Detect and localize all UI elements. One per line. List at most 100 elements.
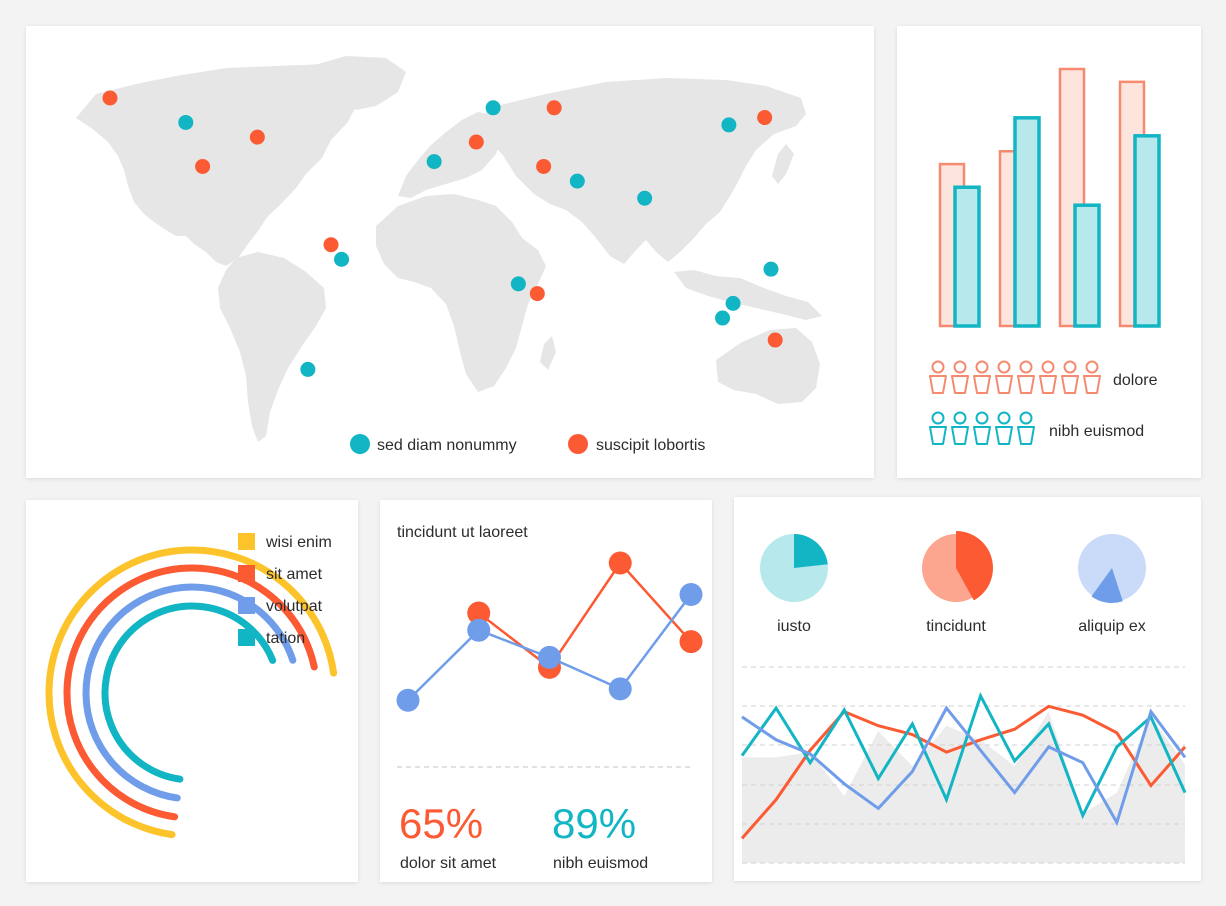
radial-arcs <box>45 546 338 839</box>
radial-arcs-chart: wisi enim sit amet volutpat tation <box>45 533 338 839</box>
pie-slice <box>1091 568 1123 603</box>
map-marker-teal <box>715 310 731 326</box>
person-icon <box>997 360 1011 374</box>
legend-swatch-volutpat <box>238 597 255 614</box>
continent-indonesia <box>674 270 822 320</box>
stat-value-2: 89% <box>552 800 636 847</box>
map-marker-teal <box>510 276 526 292</box>
person-icon <box>1041 360 1055 374</box>
continent-japan <box>772 144 794 184</box>
arcs-legend: wisi enim sit amet volutpat tation <box>238 533 332 647</box>
map-marker-orange <box>249 129 265 145</box>
map-marker-orange <box>468 134 484 150</box>
map-marker-orange <box>323 237 339 253</box>
map-marker-teal <box>569 173 585 189</box>
map-marker-orange <box>529 286 545 302</box>
person-icon <box>1039 375 1057 394</box>
map-marker-orange <box>767 332 783 348</box>
pies-and-area-chart: iusto tincidunt aliquip ex <box>740 531 1187 864</box>
person-icon <box>995 375 1013 394</box>
person-icon <box>1063 360 1077 374</box>
map-marker-teal <box>426 154 442 170</box>
line-point <box>467 618 491 642</box>
person-icon <box>929 375 947 394</box>
person-icon <box>1085 360 1099 374</box>
pie-label-iusto: iusto <box>777 618 811 635</box>
map-legend-label-teal: sed diam nonummy <box>377 437 517 454</box>
line-series <box>741 705 1187 827</box>
person-icon <box>1061 375 1079 394</box>
bar-chart-card: dolore nibh euismod <box>897 26 1201 478</box>
line-point <box>396 688 420 712</box>
bar-front <box>1073 203 1101 328</box>
person-icon <box>973 426 991 445</box>
people-label-dolore: dolore <box>1113 372 1158 389</box>
radial-arcs-card: wisi enim sit amet volutpat tation <box>26 500 358 882</box>
continent-madagascar <box>540 336 556 370</box>
line-series <box>740 691 1187 820</box>
arc-series <box>82 583 297 802</box>
map-legend-swatch-teal <box>350 434 370 454</box>
person-icon <box>1083 375 1101 394</box>
person-icon <box>931 360 945 374</box>
continent-asia <box>466 78 806 264</box>
continent-europe <box>398 112 502 198</box>
person-icon <box>953 360 967 374</box>
people-rows <box>929 360 1101 445</box>
world-map: sed diam nonummy suscipit lobortis <box>76 56 822 454</box>
map-marker-teal <box>300 361 316 377</box>
legend-label-tation: tation <box>266 630 305 647</box>
person-icon <box>929 426 947 445</box>
map-markers <box>102 90 783 377</box>
map-marker-orange <box>102 90 118 106</box>
continent-south-america <box>218 252 326 442</box>
map-marker-teal <box>334 251 350 267</box>
line-chart-card: tincidunt ut laoreet 65% dolor sit amet … <box>380 500 712 882</box>
legend-swatch-wisi-enim <box>238 533 255 550</box>
pies-and-area-card: iusto tincidunt aliquip ex <box>734 497 1201 881</box>
continent-africa <box>376 194 546 392</box>
continents <box>76 56 822 442</box>
person-icon <box>997 411 1011 425</box>
line-point <box>679 582 703 606</box>
map-marker-orange <box>546 100 562 116</box>
line-chart-title: tincidunt ut laoreet <box>397 524 528 541</box>
continent-north-america <box>76 64 386 266</box>
person-icon <box>973 375 991 394</box>
person-icon <box>1019 360 1033 374</box>
map-marker-teal <box>485 100 501 116</box>
line-point <box>679 630 703 654</box>
map-marker-teal <box>637 190 653 206</box>
pie-slice <box>794 534 828 568</box>
arc-series <box>45 546 338 839</box>
person-icon <box>1017 375 1035 394</box>
map-marker-orange <box>536 158 552 174</box>
person-icon <box>951 375 969 394</box>
map-legend: sed diam nonummy suscipit lobortis <box>350 434 705 454</box>
line-chart-series <box>396 551 703 712</box>
legend-label-wisi-enim: wisi enim <box>265 534 332 551</box>
person-icon <box>951 426 969 445</box>
bar-chart: dolore nibh euismod <box>929 67 1161 445</box>
map-legend-label-orange: suscipit lobortis <box>596 437 705 454</box>
stat-label-2: nibh euismod <box>553 855 648 872</box>
arc-series <box>63 564 318 821</box>
map-legend-swatch-orange <box>568 434 588 454</box>
line-point <box>538 645 561 669</box>
line-point <box>608 677 632 701</box>
map-marker-teal <box>763 261 779 277</box>
legend-label-volutpat: volutpat <box>266 598 323 615</box>
area-series <box>742 711 1185 863</box>
person-icon <box>1017 426 1035 445</box>
bar-front <box>1013 116 1041 328</box>
person-icon <box>1019 411 1033 425</box>
map-marker-orange <box>195 158 211 174</box>
line-point <box>467 601 491 625</box>
line-series <box>477 561 692 669</box>
pie-label-tincidunt: tincidunt <box>926 618 986 635</box>
legend-swatch-sit-amet <box>238 565 255 582</box>
legend-swatch-tation <box>238 629 255 646</box>
pie-slice <box>956 531 993 601</box>
area-line-chart <box>740 666 1187 864</box>
map-marker-orange <box>757 110 773 126</box>
